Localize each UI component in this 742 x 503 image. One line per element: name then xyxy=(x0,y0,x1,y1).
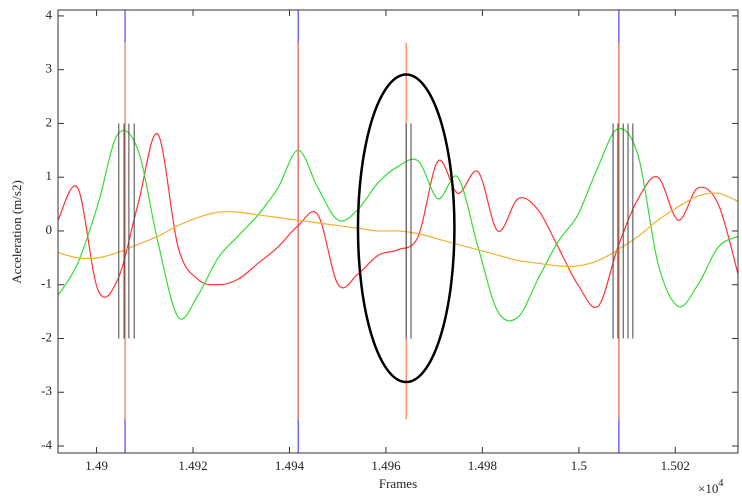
highlight-ellipse xyxy=(356,73,456,384)
y-tick-label: 3 xyxy=(46,61,53,76)
y-axis-label: Acceleration (m/s2) xyxy=(9,180,24,284)
y-tick-label: 2 xyxy=(46,114,53,129)
x-multiplier-exponent: 4 xyxy=(718,478,723,489)
x-tick-label: 1.49 xyxy=(85,458,108,473)
x-tick-label: 1.498 xyxy=(468,458,497,473)
x-tick-label: 1.5 xyxy=(571,458,587,473)
series-line xyxy=(57,133,739,309)
y-tick-label: -3 xyxy=(41,383,52,398)
y-tick-label: -2 xyxy=(41,329,52,344)
y-tick-label: -4 xyxy=(41,437,52,452)
x-tick-label: 1.492 xyxy=(178,458,207,473)
y-tick-label: -1 xyxy=(41,276,52,291)
y-tick-label: 1 xyxy=(46,168,53,183)
y-tick-label: 0 xyxy=(46,222,53,237)
plot-frame xyxy=(57,9,739,454)
x-multiplier-base: ×10 xyxy=(698,481,718,496)
x-tick-label: 1.496 xyxy=(371,458,401,473)
series-line xyxy=(57,127,739,322)
x-tick-label: 1.494 xyxy=(275,458,305,473)
x-multiplier: ×104 xyxy=(698,478,723,496)
series-line xyxy=(57,192,739,268)
x-axis-label: Frames xyxy=(379,476,417,491)
y-tick-label: 4 xyxy=(46,7,53,22)
x-tick-label: 1.502 xyxy=(661,458,690,473)
